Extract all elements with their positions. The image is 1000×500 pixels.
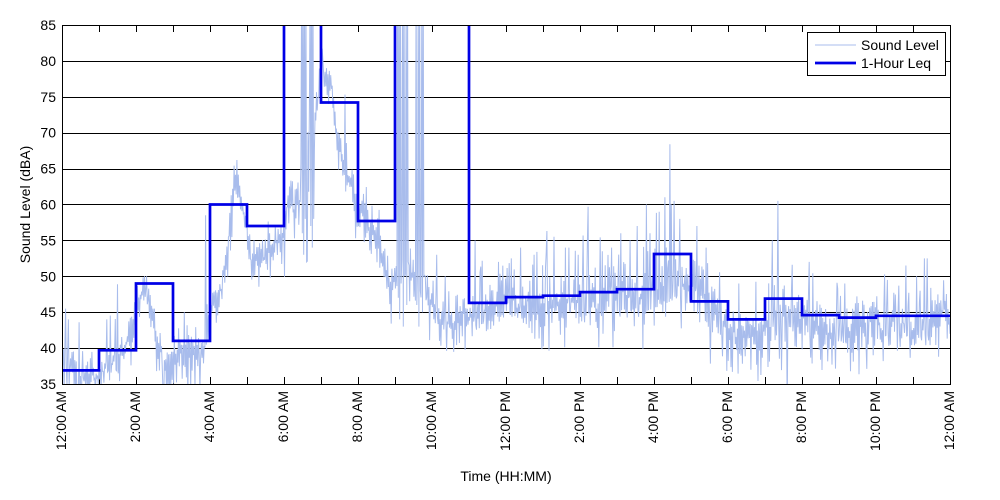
svg-text:4:00 AM: 4:00 AM (201, 391, 217, 442)
svg-text:40: 40 (40, 340, 56, 356)
svg-text:12:00 AM: 12:00 AM (53, 391, 69, 450)
svg-text:Sound Level: Sound Level (861, 37, 939, 53)
svg-text:55: 55 (40, 232, 56, 248)
svg-text:6:00 AM: 6:00 AM (275, 391, 291, 442)
svg-text:70: 70 (40, 125, 56, 141)
svg-text:8:00 AM: 8:00 AM (349, 391, 365, 442)
svg-text:6:00 PM: 6:00 PM (719, 391, 735, 443)
svg-text:50: 50 (40, 268, 56, 284)
svg-text:12:00 PM: 12:00 PM (497, 391, 513, 451)
svg-text:2:00 PM: 2:00 PM (571, 391, 587, 443)
svg-text:2:00 AM: 2:00 AM (127, 391, 143, 442)
svg-text:85: 85 (40, 17, 56, 33)
svg-text:1-Hour Leq: 1-Hour Leq (861, 55, 931, 71)
svg-text:Time (HH:MM): Time (HH:MM) (460, 468, 551, 484)
svg-text:80: 80 (40, 53, 56, 69)
svg-text:60: 60 (40, 197, 56, 213)
svg-text:65: 65 (40, 161, 56, 177)
svg-text:12:00 AM: 12:00 AM (941, 391, 957, 450)
svg-text:35: 35 (40, 376, 56, 392)
svg-text:Sound Level (dBA): Sound Level (dBA) (17, 146, 33, 264)
svg-text:75: 75 (40, 89, 56, 105)
svg-text:10:00 PM: 10:00 PM (867, 391, 883, 451)
svg-text:10:00 AM: 10:00 AM (423, 391, 439, 450)
svg-text:4:00 PM: 4:00 PM (645, 391, 661, 443)
svg-text:8:00 PM: 8:00 PM (793, 391, 809, 443)
svg-text:45: 45 (40, 304, 56, 320)
